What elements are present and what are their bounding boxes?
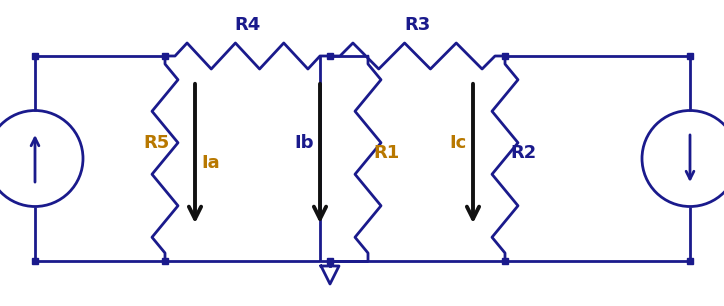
Text: R3: R3 (405, 16, 431, 34)
Text: Ic: Ic (450, 135, 467, 152)
Text: R4: R4 (235, 16, 261, 34)
Text: Ia: Ia (201, 155, 219, 173)
Text: R5: R5 (143, 135, 169, 152)
Text: R2: R2 (510, 144, 536, 162)
Text: R1: R1 (373, 144, 399, 162)
Text: Ib: Ib (295, 135, 314, 152)
